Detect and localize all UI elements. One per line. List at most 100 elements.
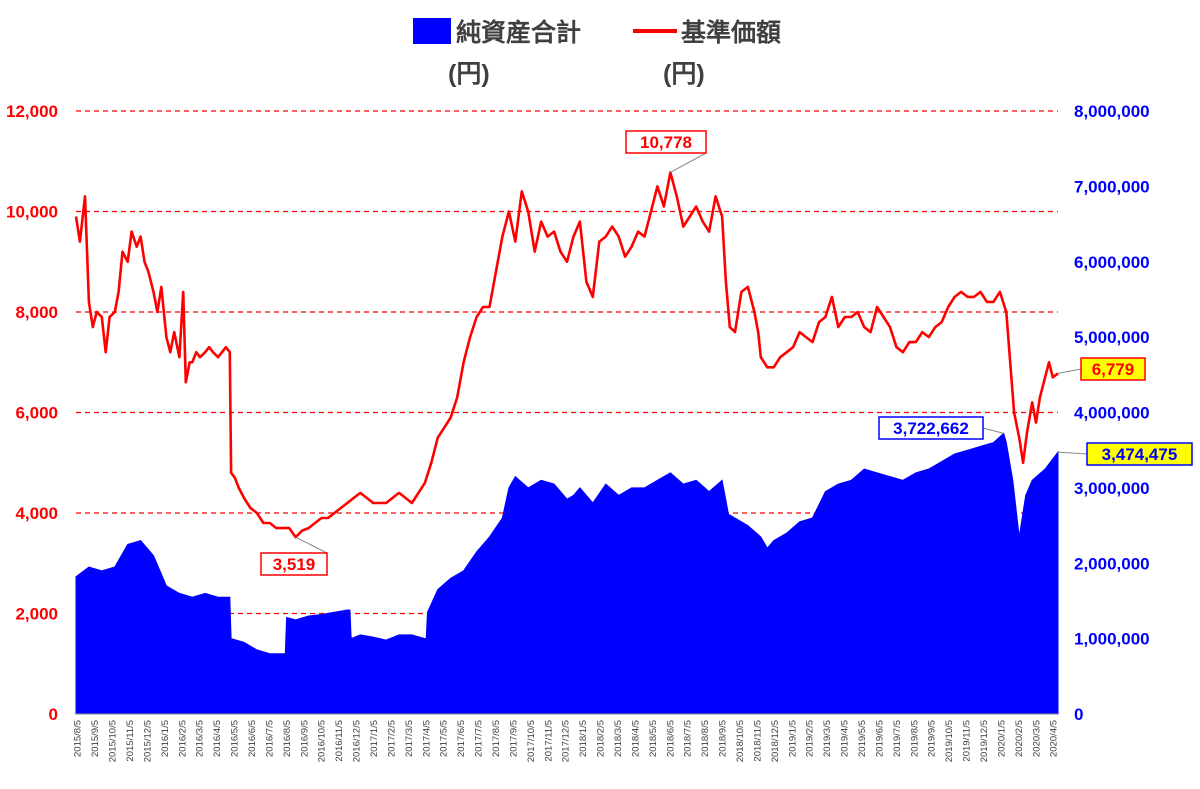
x-tick-label: 2017/6/5: [456, 720, 467, 757]
annotation-box: [1086, 442, 1193, 466]
x-tick-label: 2018/12/5: [770, 720, 781, 762]
x-tick-label: 2018/4/5: [631, 720, 642, 757]
x-tick-label: 2015/12/5: [143, 720, 154, 762]
annotation-box: [1080, 357, 1146, 381]
x-tick-label: 2016/3/5: [195, 720, 206, 757]
annotation-box: [625, 130, 707, 154]
x-tick-label: 2018/7/5: [683, 720, 694, 757]
x-tick-label: 2016/12/5: [352, 720, 363, 762]
x-tick-label: 2019/12/5: [979, 720, 990, 762]
left-tick-label: 10,000: [6, 203, 58, 222]
nav-line: [74, 171, 1059, 539]
x-tick-label: 2019/1/5: [787, 720, 798, 757]
legend-label-aum: 純資産合計: [456, 18, 581, 47]
left-y-axis: 0 2,000 4,000 6,000 8,000 10,000 12,000: [6, 102, 58, 724]
right-y-axis: 0 1,000,000 2,000,000 3,000,000 4,000,000 5,0…: [1074, 102, 1150, 724]
x-tick-label: 2015/11/5: [125, 720, 136, 762]
x-tick-label: 2016/2/5: [177, 720, 188, 757]
x-tick-label: 2020/1/5: [997, 720, 1008, 757]
x-tick-label: 2018/10/5: [735, 720, 746, 762]
x-tick-label: 2019/10/5: [944, 720, 955, 762]
annotation-leader: [1057, 368, 1082, 374]
annotation-label: 3,519: [273, 555, 316, 574]
x-tick-label: 2016/1/5: [160, 720, 171, 757]
x-tick-label: 2016/5/5: [230, 720, 241, 757]
aum-area: [75, 432, 1059, 715]
left-tick-label: 12,000: [6, 102, 58, 121]
right-tick-label: 8,000,000: [1074, 102, 1150, 121]
legend-unit-aum: (円): [448, 60, 490, 88]
annotations: 10,778 3,519 6,779 3,722,662 3,474,475: [260, 130, 1193, 576]
left-tick-label: 4,000: [15, 504, 58, 523]
right-tick-label: 0: [1074, 705, 1083, 724]
annotation-leader: [295, 536, 328, 554]
right-tick-label: 6,000,000: [1074, 253, 1150, 272]
legend-label-nav: 基準価額: [681, 18, 781, 47]
x-tick-label: 2017/9/5: [509, 720, 520, 757]
right-tick-label: 1,000,000: [1074, 630, 1150, 649]
annotation-leader: [670, 152, 707, 173]
x-tick-label: 2018/5/5: [648, 720, 659, 757]
right-tick-label: 4,000,000: [1074, 404, 1150, 423]
x-tick-label: 2018/2/5: [596, 720, 607, 757]
annotation-box: [878, 416, 984, 440]
right-tick-label: 5,000,000: [1074, 328, 1150, 347]
x-tick-label: 2016/8/5: [282, 720, 293, 757]
annotation-label: 10,778: [640, 133, 692, 152]
x-tick-label: 2017/5/5: [439, 720, 450, 757]
annotation-label: 6,779: [1092, 360, 1135, 379]
x-tick-label: 2019/3/5: [822, 720, 833, 757]
left-tick-label: 8,000: [15, 303, 58, 322]
x-tick-label: 2019/7/5: [892, 720, 903, 757]
x-tick-label: 2018/9/5: [718, 720, 729, 757]
x-tick-label: 2018/1/5: [578, 720, 589, 757]
x-tick-label: 2020/3/5: [1031, 720, 1042, 757]
x-tick-label: 2017/10/5: [526, 720, 537, 762]
right-tick-label: 3,000,000: [1074, 479, 1150, 498]
left-tick-label: 2,000: [15, 605, 58, 624]
aum-area-layer: [75, 432, 1059, 715]
x-tick-label: 2017/8/5: [491, 720, 502, 757]
annotation-leader: [1057, 451, 1088, 455]
x-tick-label: 2019/9/5: [927, 720, 938, 757]
x-axis: 2015/8/5 2015/9/5 2015/10/5 2015/11/5 2015/1…: [73, 713, 1060, 762]
left-tick-label: 0: [49, 705, 58, 724]
x-tick-label: 2018/8/5: [700, 720, 711, 757]
x-tick-label: 2016/11/5: [334, 720, 345, 762]
x-tick-label: 2018/6/5: [665, 720, 676, 757]
legend: 純資産合計 (円) 基準価額 (円): [413, 18, 781, 88]
legend-swatch-aum: [413, 18, 451, 44]
annotation-label: 3,722,662: [893, 419, 969, 438]
x-tick-label: 2017/12/5: [561, 720, 572, 762]
nav-line-layer: [74, 171, 1059, 539]
x-tick-label: 2020/4/5: [1049, 720, 1060, 757]
x-tick-label: 2017/3/5: [404, 720, 415, 757]
annotation-box: [260, 552, 328, 576]
annotation-leader: [982, 427, 1004, 434]
x-tick-label: 2017/4/5: [421, 720, 432, 757]
x-tick-label: 2018/3/5: [613, 720, 624, 757]
right-tick-label: 2,000,000: [1074, 554, 1150, 573]
x-tick-label: 2019/2/5: [805, 720, 816, 757]
x-tick-label: 2015/10/5: [108, 720, 119, 762]
x-tick-label: 2015/9/5: [90, 720, 101, 757]
x-tick-label: 2017/1/5: [369, 720, 380, 757]
x-tick-label: 2017/2/5: [387, 720, 398, 757]
x-tick-label: 2017/11/5: [543, 720, 554, 762]
x-tick-label: 2016/9/5: [299, 720, 310, 757]
x-tick-label: 2019/5/5: [857, 720, 868, 757]
legend-unit-nav: (円): [663, 60, 705, 88]
x-tick-label: 2019/4/5: [840, 720, 851, 757]
x-tick-label: 2018/11/5: [753, 720, 764, 762]
x-tick-label: 2016/10/5: [317, 720, 328, 762]
x-tick-label: 2016/4/5: [212, 720, 223, 757]
x-tick-label: 2017/7/5: [474, 720, 485, 757]
x-tick-label: 2019/11/5: [962, 720, 973, 762]
x-tick-label: 2016/7/5: [265, 720, 276, 757]
x-tick-label: 2019/6/5: [875, 720, 886, 757]
x-tick-label: 2020/2/5: [1014, 720, 1025, 757]
left-tick-label: 6,000: [15, 404, 58, 423]
x-tick-label: 2016/6/5: [247, 720, 258, 757]
